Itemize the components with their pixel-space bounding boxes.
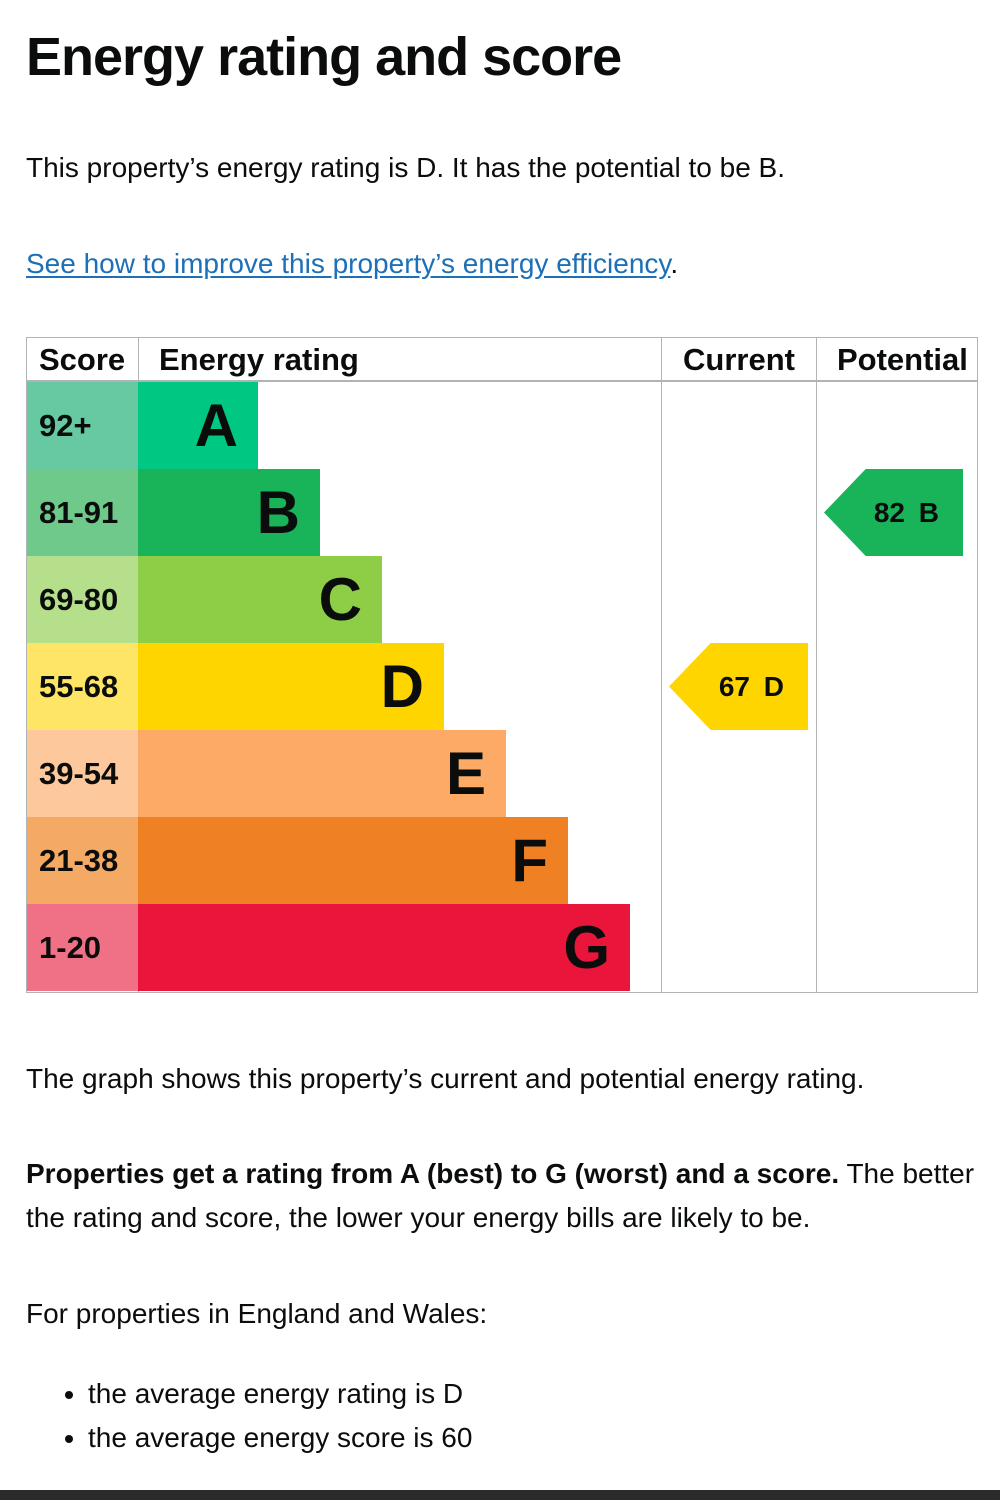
region-note: For properties in England and Wales:	[26, 1298, 488, 1329]
rating-summary: This property’s energy rating is D. It h…	[26, 152, 785, 183]
score-range-c: 69-80	[27, 556, 138, 643]
score-range-e: 39-54	[27, 730, 138, 817]
rating-band-d: D	[138, 643, 444, 730]
improve-efficiency-link[interactable]: See how to improve this property’s energ…	[26, 248, 671, 279]
rating-band-f: F	[138, 817, 568, 904]
divider-current	[661, 338, 662, 992]
score-range-d: 55-68	[27, 643, 138, 730]
current-rating-marker: 67 D	[669, 643, 808, 730]
improve-link-line: See how to improve this property’s energ…	[26, 242, 678, 286]
average-rating-item: the average energy rating is D	[88, 1372, 472, 1416]
score-range-a: 92+	[27, 382, 138, 469]
divider-potential	[816, 338, 817, 992]
rating-band-e: E	[138, 730, 506, 817]
rating-explanation-rest: The better the rating and score, the low…	[26, 1158, 975, 1233]
header-current: Current	[683, 342, 795, 377]
rating-band-a: A	[138, 382, 258, 469]
page-title: Energy rating and score	[26, 27, 622, 87]
score-range-f: 21-38	[27, 817, 138, 904]
header-potential: Potential	[837, 342, 968, 377]
header-divider	[27, 380, 977, 382]
rating-band-c: C	[138, 556, 382, 643]
link-suffix: .	[670, 248, 679, 279]
header-energy-rating: Energy rating	[159, 342, 359, 377]
rating-explanation: Properties get a rating from A (best) to…	[26, 1152, 976, 1240]
footer-bar	[0, 1490, 1000, 1500]
rating-band-b: B	[138, 469, 320, 556]
header-score: Score	[39, 342, 126, 377]
score-range-g: 1-20	[27, 904, 138, 991]
energy-rating-chart: Score Energy rating Current Potential 92…	[26, 337, 978, 993]
rating-explanation-bold: Properties get a rating from A (best) to…	[26, 1158, 840, 1189]
average-score-item: the average energy score is 60	[88, 1416, 472, 1460]
potential-rating-marker: 82 B	[824, 469, 963, 556]
graph-note: The graph shows this property’s current …	[26, 1063, 865, 1094]
score-range-b: 81-91	[27, 469, 138, 556]
averages-list: the average energy rating is D the avera…	[26, 1372, 472, 1460]
rating-band-g: G	[138, 904, 630, 991]
